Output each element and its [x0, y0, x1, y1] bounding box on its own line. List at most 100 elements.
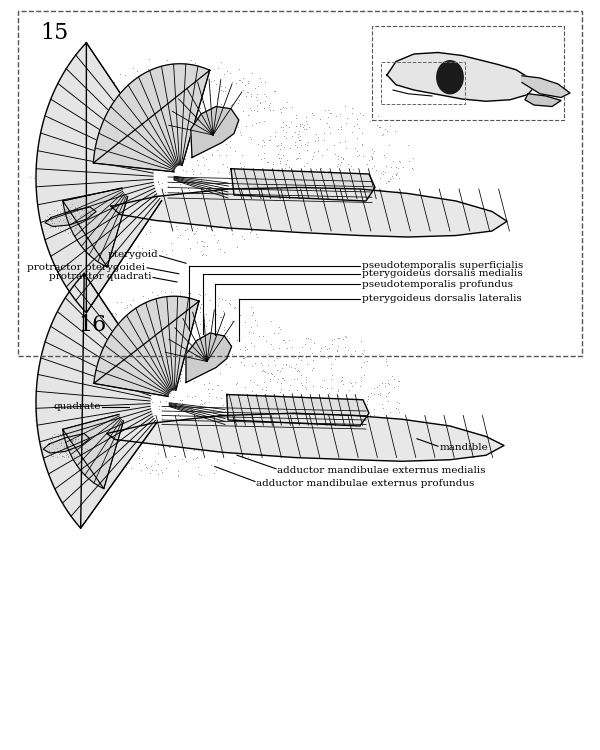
Point	[52, 142, 61, 154]
Point	[346, 424, 355, 436]
Point	[340, 196, 349, 208]
Point	[328, 442, 337, 454]
Point	[272, 173, 282, 185]
Point	[88, 414, 97, 426]
Point	[335, 160, 344, 172]
Point	[150, 455, 160, 467]
Point	[134, 452, 144, 464]
Point	[317, 437, 327, 449]
Point	[362, 395, 371, 407]
Point	[215, 443, 225, 455]
Point	[278, 372, 288, 384]
Point	[162, 201, 172, 213]
Point	[89, 224, 99, 236]
Point	[254, 425, 263, 437]
Point	[351, 437, 361, 449]
Point	[145, 99, 154, 111]
Point	[196, 90, 206, 102]
Point	[115, 133, 124, 145]
Point	[104, 164, 113, 176]
Point	[280, 427, 290, 439]
Point	[183, 416, 193, 428]
Point	[265, 203, 274, 215]
Point	[153, 357, 163, 369]
Point	[313, 217, 323, 229]
Point	[79, 358, 89, 370]
Point	[66, 406, 76, 418]
Point	[394, 172, 404, 184]
Point	[196, 102, 205, 114]
Point	[142, 75, 152, 87]
Point	[88, 408, 98, 420]
Point	[62, 428, 72, 440]
Point	[218, 158, 228, 170]
Point	[155, 334, 164, 346]
Point	[47, 217, 57, 229]
Point	[52, 139, 62, 151]
Point	[294, 134, 304, 146]
Point	[101, 179, 110, 191]
Point	[123, 426, 133, 438]
Point	[178, 427, 187, 439]
Point	[49, 427, 59, 439]
Point	[70, 202, 79, 214]
Point	[329, 140, 339, 152]
Point	[227, 347, 237, 359]
Point	[271, 402, 280, 414]
Point	[195, 289, 205, 301]
Point	[295, 442, 304, 454]
Point	[301, 351, 311, 363]
Point	[59, 423, 69, 435]
Point	[69, 95, 79, 107]
Point	[221, 217, 230, 229]
Point	[257, 400, 266, 412]
Point	[163, 376, 172, 388]
Point	[355, 400, 364, 412]
Point	[293, 364, 302, 376]
Point	[77, 209, 86, 220]
Point	[68, 343, 77, 355]
Point	[41, 372, 50, 384]
Point	[76, 220, 86, 232]
Point	[90, 426, 100, 438]
Point	[251, 314, 260, 326]
Point	[107, 227, 117, 239]
Point	[61, 349, 70, 361]
Point	[108, 130, 118, 142]
Point	[191, 140, 201, 152]
Point	[206, 217, 215, 229]
Point	[108, 392, 118, 404]
Point	[285, 430, 295, 442]
Point	[237, 76, 247, 88]
Point	[238, 84, 248, 96]
Point	[209, 230, 218, 242]
Point	[163, 335, 172, 347]
Point	[253, 149, 262, 161]
Point	[181, 304, 191, 316]
Point	[147, 382, 157, 394]
Point	[333, 166, 343, 178]
Point	[72, 376, 82, 388]
Point	[162, 327, 172, 339]
Point	[214, 235, 223, 247]
Point	[380, 194, 390, 206]
Point	[61, 209, 71, 220]
Point	[247, 133, 256, 145]
Point	[290, 136, 300, 148]
Point	[268, 343, 278, 355]
Point	[241, 80, 250, 92]
Point	[161, 352, 170, 364]
Point	[252, 196, 262, 208]
Point	[76, 202, 86, 214]
Point	[190, 316, 199, 328]
Point	[239, 352, 248, 364]
Point	[355, 107, 364, 119]
Point	[47, 146, 56, 158]
Point	[226, 68, 235, 80]
Point	[286, 178, 295, 190]
Point	[225, 389, 235, 401]
Point	[376, 172, 385, 184]
Point	[121, 162, 130, 174]
Point	[177, 398, 187, 410]
Point	[251, 117, 261, 129]
